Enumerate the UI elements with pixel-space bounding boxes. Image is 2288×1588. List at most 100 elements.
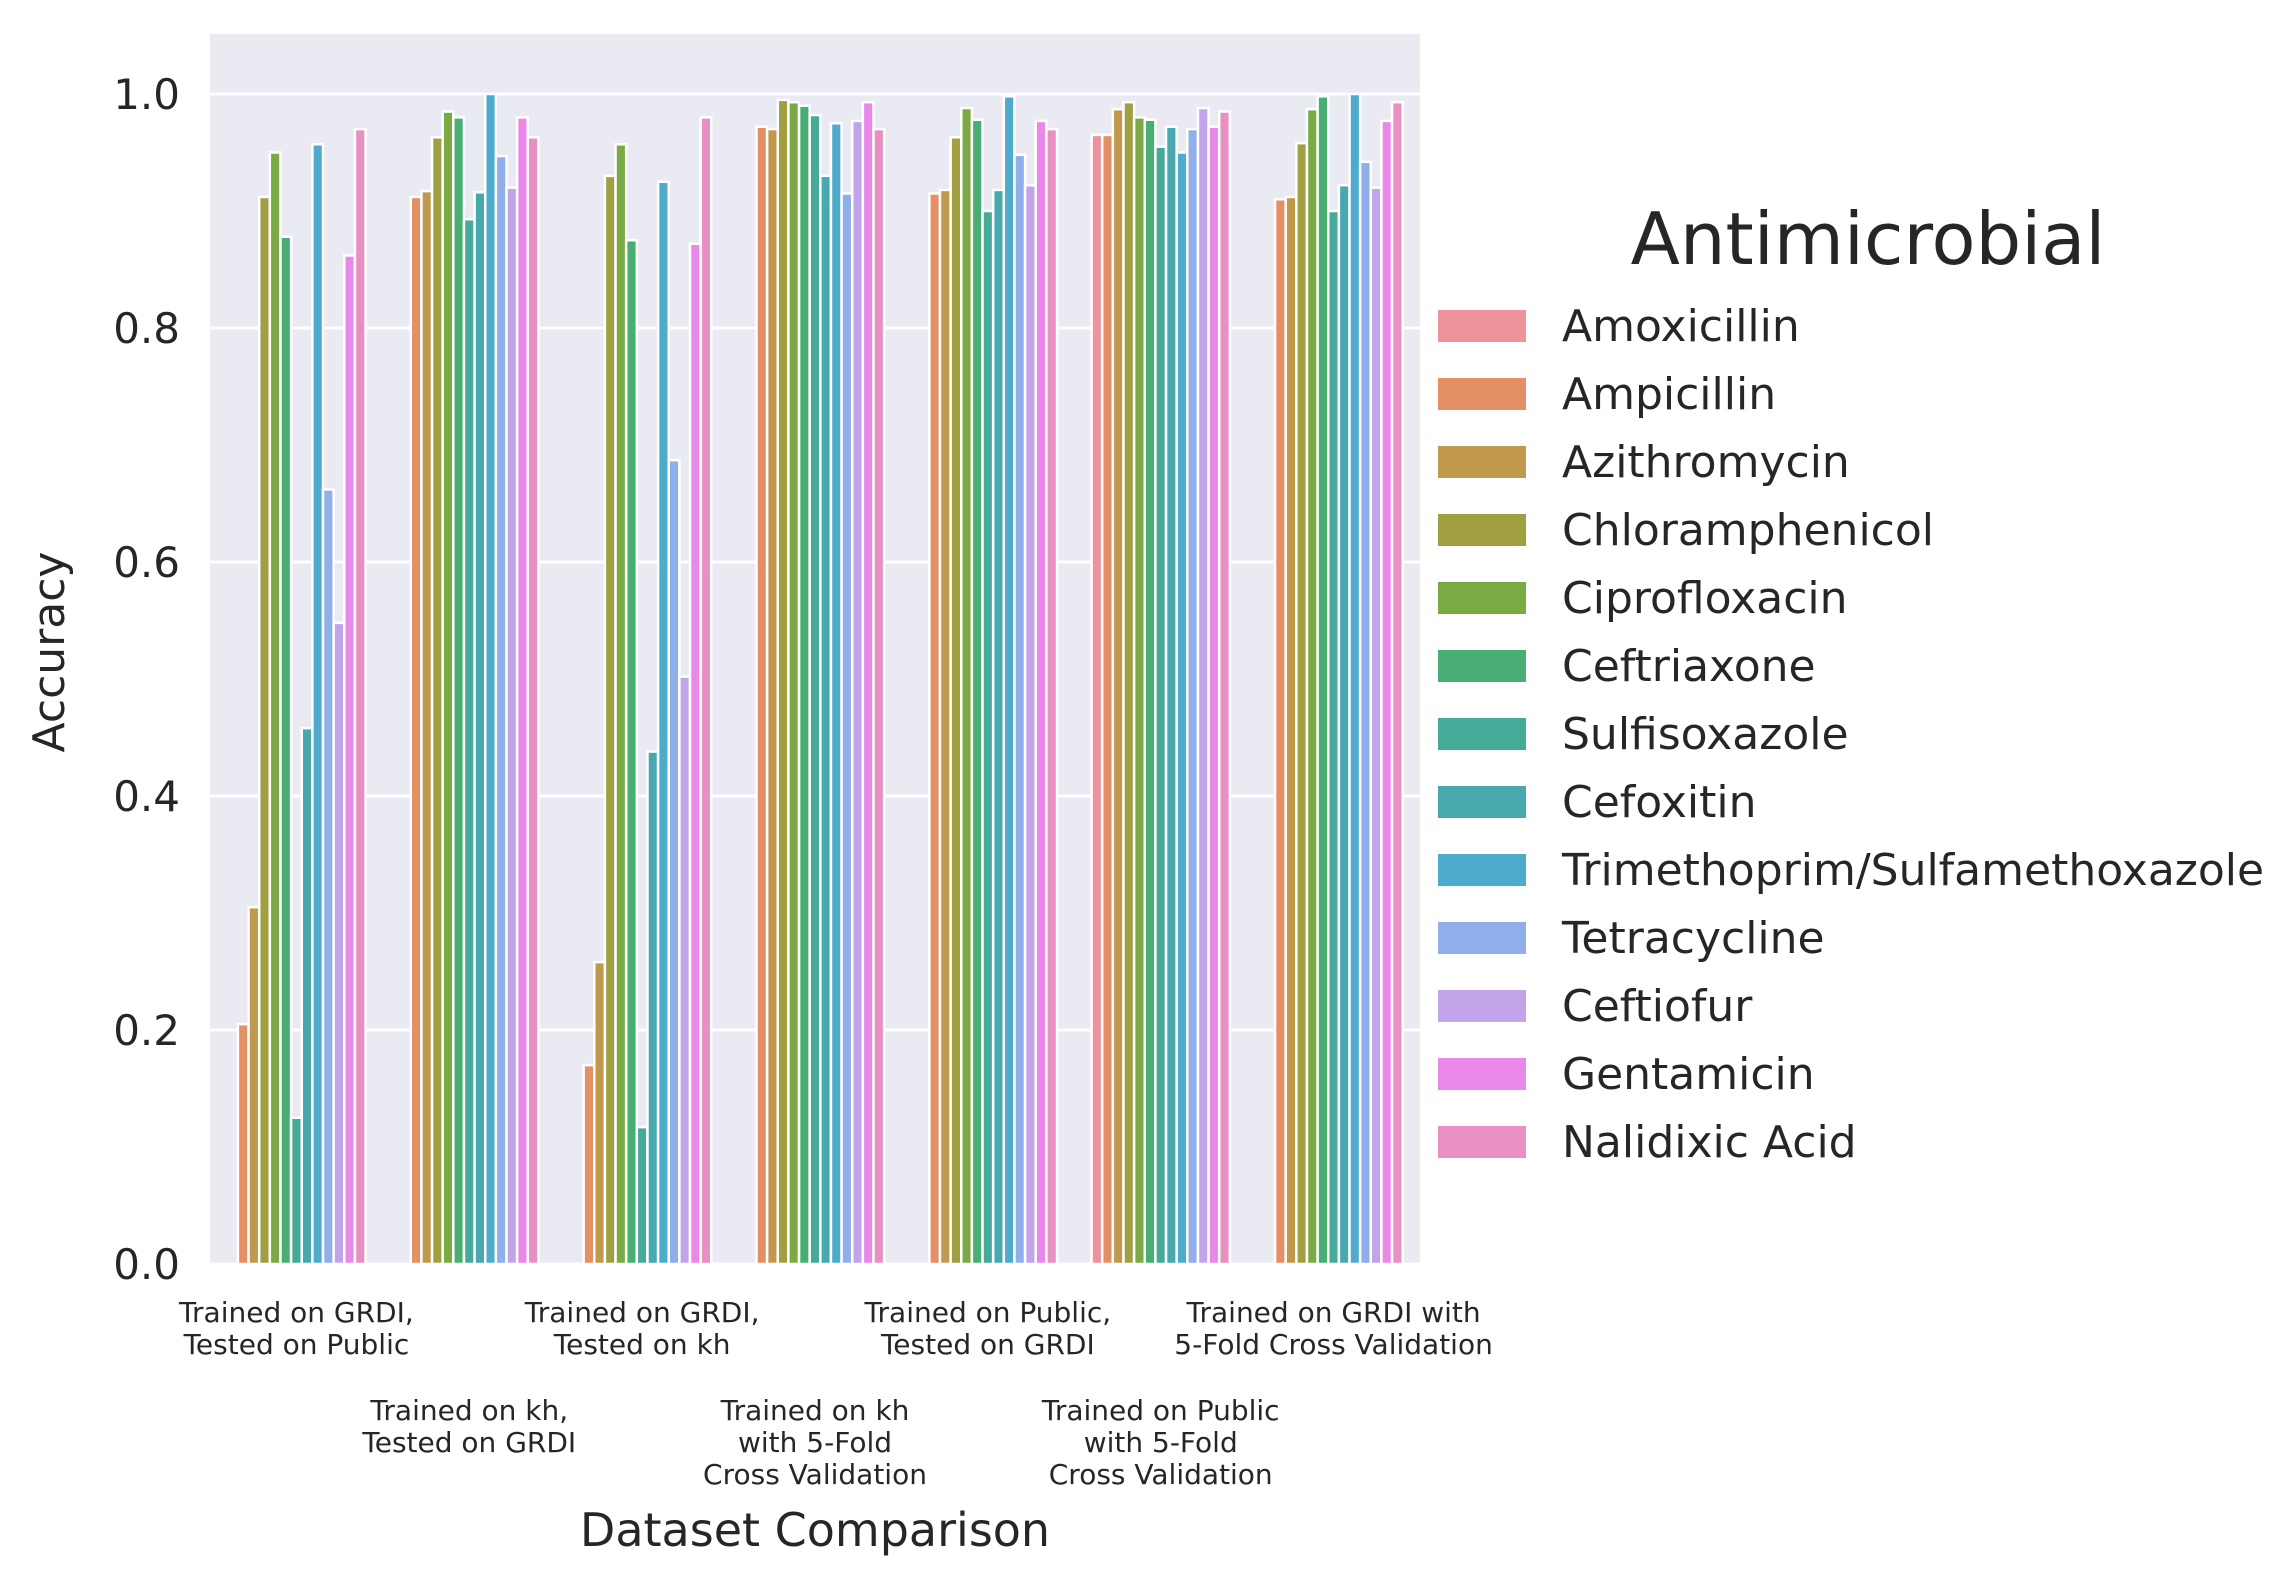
bar [1358, 160, 1373, 1266]
bar [1295, 141, 1309, 1266]
bar [624, 239, 639, 1266]
bar [861, 100, 875, 1266]
x-tick-label: Trained on Public, Tested on GRDI [864, 1296, 1112, 1361]
bar [1023, 184, 1037, 1266]
x-tick-label: Trained on GRDI, Tested on kh [524, 1296, 760, 1361]
bar [236, 1022, 250, 1266]
bar [667, 458, 681, 1266]
y-tick-label: 0.2 [113, 1006, 180, 1055]
bar [247, 905, 261, 1266]
bar [409, 195, 423, 1266]
legend: Antimicrobial Amoxicillin Ampicillin Azith… [1438, 197, 2264, 1168]
bar [1305, 107, 1319, 1266]
bar [505, 186, 519, 1266]
bar [1207, 125, 1221, 1266]
x-tick-label-line: 5-Fold Cross Validation [1174, 1328, 1493, 1361]
bar [960, 106, 974, 1266]
legend-label: Ceftiofur [1562, 981, 1753, 1032]
x-tick-label-line: Trained on GRDI with [1186, 1296, 1481, 1329]
bar [1100, 133, 1115, 1266]
bar [840, 192, 854, 1266]
bar [1348, 92, 1362, 1266]
bar [1390, 100, 1404, 1266]
x-axis-label: Dataset Comparison [580, 1503, 1050, 1557]
legend-label: Azithromycin [1562, 437, 1850, 488]
bar [970, 118, 984, 1266]
legend-label: Chloramphenicol [1562, 505, 1934, 556]
y-axis-label: Accuracy [24, 552, 75, 753]
bar [829, 122, 843, 1266]
bar [420, 189, 434, 1266]
x-tick-label: Trained on kh, Tested on GRDI [361, 1394, 576, 1459]
x-tick-label: Trained on GRDI, Tested on Public [178, 1296, 414, 1361]
x-tick-label: Trained on Public with 5-Fold Cross Valida… [1041, 1394, 1280, 1491]
legend-swatch [1438, 786, 1526, 818]
y-tick-label: 0.8 [113, 304, 180, 353]
bar [494, 154, 508, 1266]
legend-swatch [1438, 1126, 1526, 1158]
bar [289, 1116, 303, 1266]
bar [787, 100, 801, 1266]
legend-label: Ceftriaxone [1562, 641, 1816, 692]
x-tick-label-line: Tested on GRDI [880, 1328, 1095, 1361]
bar [1337, 184, 1351, 1266]
legend-label: Ampicillin [1562, 369, 1776, 420]
bar [981, 209, 995, 1266]
bar [1090, 133, 1104, 1266]
bar [949, 136, 963, 1266]
legend-title: Antimicrobial [1631, 197, 2106, 281]
legend-label: Amoxicillin [1562, 301, 1800, 352]
y-tick-label: 0.4 [113, 772, 180, 821]
bar [462, 217, 476, 1266]
legend-swatch [1438, 854, 1526, 886]
bar [279, 235, 293, 1266]
bar [441, 110, 455, 1266]
bar [353, 127, 367, 1266]
x-tick-label-line: Tested on GRDI [361, 1426, 576, 1459]
bar [656, 180, 670, 1266]
bar [1013, 153, 1027, 1266]
x-tick-label-line: Cross Validation [703, 1458, 927, 1491]
legend-swatch [1438, 378, 1526, 410]
legend-label: Tetracycline [1561, 913, 1825, 964]
bar [1316, 95, 1330, 1266]
bar [699, 116, 713, 1266]
legend-label: Cefoxitin [1562, 777, 1756, 828]
x-tick-labels: Trained on GRDI, Tested on PublicTrained … [178, 1296, 1493, 1491]
bar [1369, 186, 1383, 1266]
legend-swatch [1438, 310, 1526, 342]
legend-label: Nalidixic Acid [1562, 1117, 1857, 1168]
bar [1196, 106, 1210, 1266]
bar [1217, 110, 1232, 1266]
bar [268, 151, 282, 1266]
bar [635, 1125, 649, 1266]
x-tick-label: Trained on kh with 5-Fold Cross Validation [703, 1394, 927, 1491]
bar [755, 125, 769, 1266]
x-tick-label-line: Trained on kh, [369, 1394, 568, 1427]
x-tick-label-line: Trained on GRDI, [178, 1296, 414, 1329]
x-tick-label-line: with 5-Fold [738, 1426, 892, 1459]
bar [257, 195, 272, 1266]
bar [688, 242, 702, 1266]
bar [1327, 209, 1341, 1266]
legend-label: Sulfisoxazole [1562, 709, 1849, 760]
bar [872, 127, 886, 1266]
x-tick-label-line: Tested on kh [553, 1328, 731, 1361]
bar [678, 675, 692, 1266]
bar [1045, 127, 1059, 1266]
bar [1122, 100, 1136, 1266]
legend-label: Gentamicin [1562, 1049, 1815, 1100]
bar [1380, 119, 1394, 1266]
bar [850, 119, 865, 1266]
bar [430, 136, 444, 1266]
bar [991, 188, 1006, 1266]
legend-label: Ciprofloxacin [1562, 573, 1848, 624]
legend-swatch [1438, 514, 1526, 546]
bar [1273, 198, 1287, 1266]
bar [483, 92, 498, 1266]
y-tick-label: 0.6 [113, 538, 180, 587]
x-tick-label-line: Tested on Public [183, 1328, 410, 1361]
legend-swatch [1438, 922, 1526, 954]
legend-label: Trimethoprim/Sulfamethoxazole [1561, 845, 2264, 896]
bar [311, 143, 325, 1266]
